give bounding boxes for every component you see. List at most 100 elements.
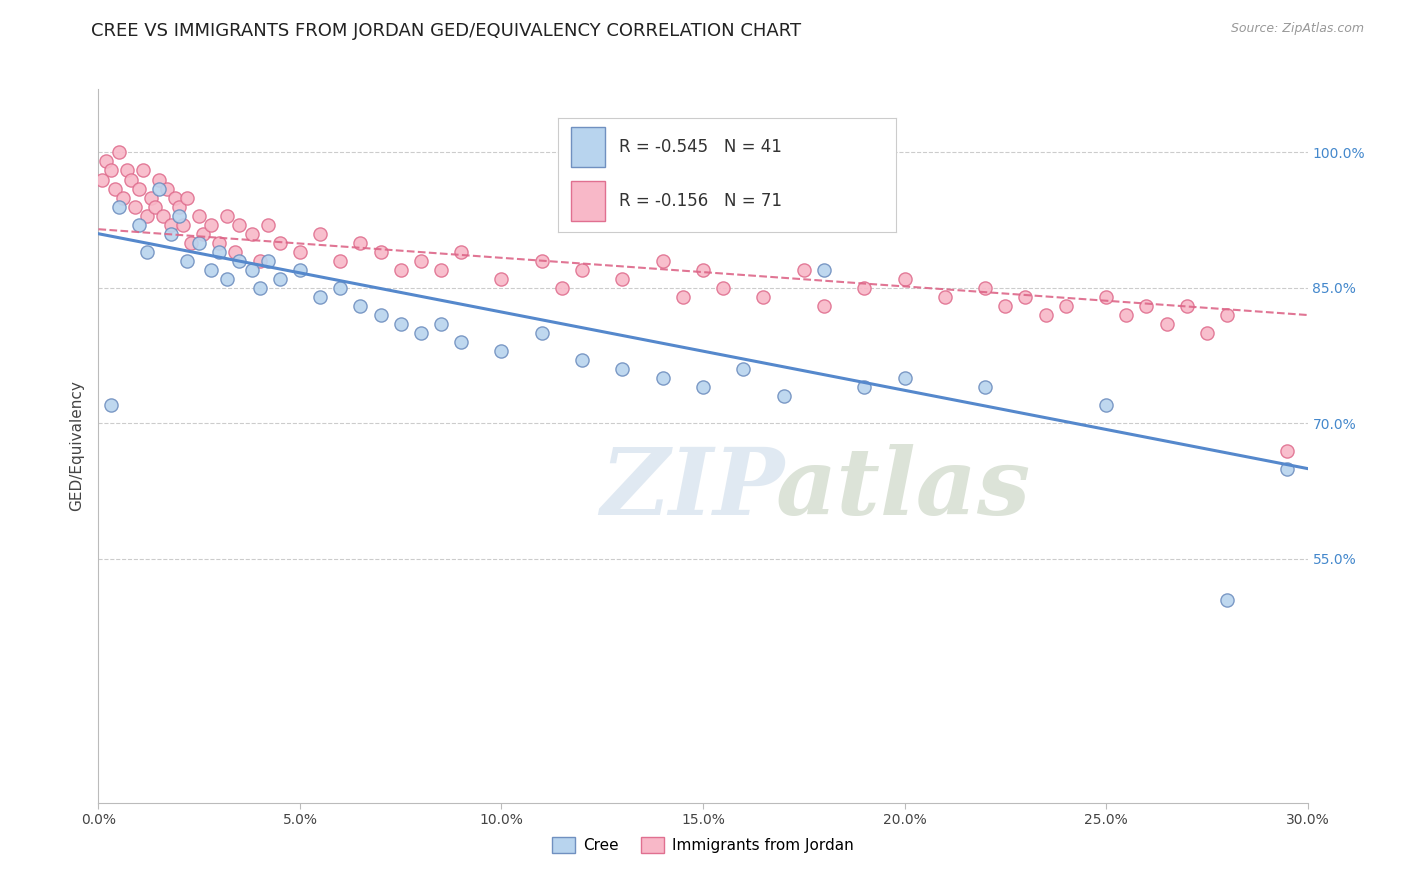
Point bbox=[1014, 290, 1036, 304]
Point bbox=[240, 263, 263, 277]
Point bbox=[160, 227, 183, 241]
Point bbox=[430, 263, 453, 277]
Point bbox=[148, 172, 170, 186]
Point bbox=[132, 163, 155, 178]
Point bbox=[256, 218, 278, 232]
Point bbox=[430, 317, 453, 331]
Point bbox=[188, 235, 211, 250]
Point bbox=[288, 263, 311, 277]
Point bbox=[208, 244, 231, 259]
Point bbox=[128, 181, 150, 195]
Point bbox=[309, 290, 332, 304]
Point bbox=[349, 299, 371, 313]
Point bbox=[139, 191, 162, 205]
Point bbox=[893, 272, 915, 286]
Point bbox=[148, 181, 170, 195]
Point bbox=[240, 227, 263, 241]
Point bbox=[551, 281, 574, 295]
Point bbox=[571, 353, 593, 368]
Point bbox=[612, 362, 634, 376]
Point bbox=[111, 191, 134, 205]
Point bbox=[269, 235, 291, 250]
Point bbox=[200, 263, 222, 277]
Point bbox=[107, 200, 129, 214]
Point bbox=[249, 281, 271, 295]
Point bbox=[193, 227, 215, 241]
Point bbox=[994, 299, 1017, 313]
Point bbox=[180, 235, 202, 250]
Point bbox=[571, 263, 593, 277]
Point bbox=[100, 398, 122, 412]
Point bbox=[389, 263, 412, 277]
Point bbox=[100, 163, 122, 178]
Point bbox=[228, 253, 250, 268]
Point bbox=[91, 172, 114, 186]
Point bbox=[1095, 290, 1118, 304]
Point bbox=[128, 218, 150, 232]
Point bbox=[1277, 461, 1299, 475]
Y-axis label: GED/Equivalency: GED/Equivalency bbox=[69, 381, 84, 511]
Text: ZIP: ZIP bbox=[600, 444, 785, 533]
Legend: Cree, Immigrants from Jordan: Cree, Immigrants from Jordan bbox=[546, 831, 860, 859]
Point bbox=[1216, 308, 1239, 322]
Point bbox=[813, 263, 835, 277]
Text: atlas: atlas bbox=[776, 444, 1031, 533]
Point bbox=[249, 253, 271, 268]
Point bbox=[450, 335, 472, 350]
Point bbox=[793, 263, 815, 277]
Point bbox=[269, 272, 291, 286]
Text: CREE VS IMMIGRANTS FROM JORDAN GED/EQUIVALENCY CORRELATION CHART: CREE VS IMMIGRANTS FROM JORDAN GED/EQUIV… bbox=[91, 22, 801, 40]
Point bbox=[409, 253, 432, 268]
Point bbox=[772, 389, 794, 403]
Point bbox=[1035, 308, 1057, 322]
Point bbox=[228, 218, 250, 232]
Point bbox=[530, 253, 553, 268]
Point bbox=[1095, 398, 1118, 412]
Point bbox=[711, 281, 734, 295]
Point bbox=[152, 209, 174, 223]
Point bbox=[389, 317, 412, 331]
Point bbox=[172, 218, 194, 232]
Point bbox=[188, 209, 211, 223]
Point bbox=[103, 181, 125, 195]
Point bbox=[176, 191, 198, 205]
Point bbox=[672, 290, 695, 304]
Point bbox=[135, 209, 157, 223]
Point bbox=[167, 200, 190, 214]
Point bbox=[96, 154, 118, 169]
Point bbox=[692, 263, 714, 277]
Point bbox=[1156, 317, 1178, 331]
Point bbox=[974, 281, 997, 295]
Point bbox=[288, 244, 311, 259]
Point bbox=[163, 191, 186, 205]
Point bbox=[934, 290, 956, 304]
Point bbox=[1195, 326, 1218, 340]
Text: Source: ZipAtlas.com: Source: ZipAtlas.com bbox=[1230, 22, 1364, 36]
Point bbox=[200, 218, 222, 232]
Point bbox=[1135, 299, 1157, 313]
Point bbox=[120, 172, 142, 186]
Point bbox=[217, 272, 239, 286]
Point bbox=[160, 218, 183, 232]
Point bbox=[530, 326, 553, 340]
Point bbox=[1216, 592, 1239, 607]
Point bbox=[1175, 299, 1198, 313]
Point bbox=[124, 200, 146, 214]
Point bbox=[329, 281, 352, 295]
Point bbox=[256, 253, 278, 268]
Point bbox=[491, 344, 513, 359]
Point bbox=[329, 253, 352, 268]
Point bbox=[853, 380, 876, 394]
Point bbox=[733, 362, 755, 376]
Point bbox=[612, 272, 634, 286]
Point bbox=[143, 200, 166, 214]
Point bbox=[893, 371, 915, 385]
Point bbox=[409, 326, 432, 340]
Point bbox=[167, 209, 190, 223]
Point bbox=[217, 209, 239, 223]
Point bbox=[974, 380, 997, 394]
Point bbox=[1054, 299, 1077, 313]
Point bbox=[651, 371, 673, 385]
Point bbox=[450, 244, 472, 259]
Point bbox=[491, 272, 513, 286]
